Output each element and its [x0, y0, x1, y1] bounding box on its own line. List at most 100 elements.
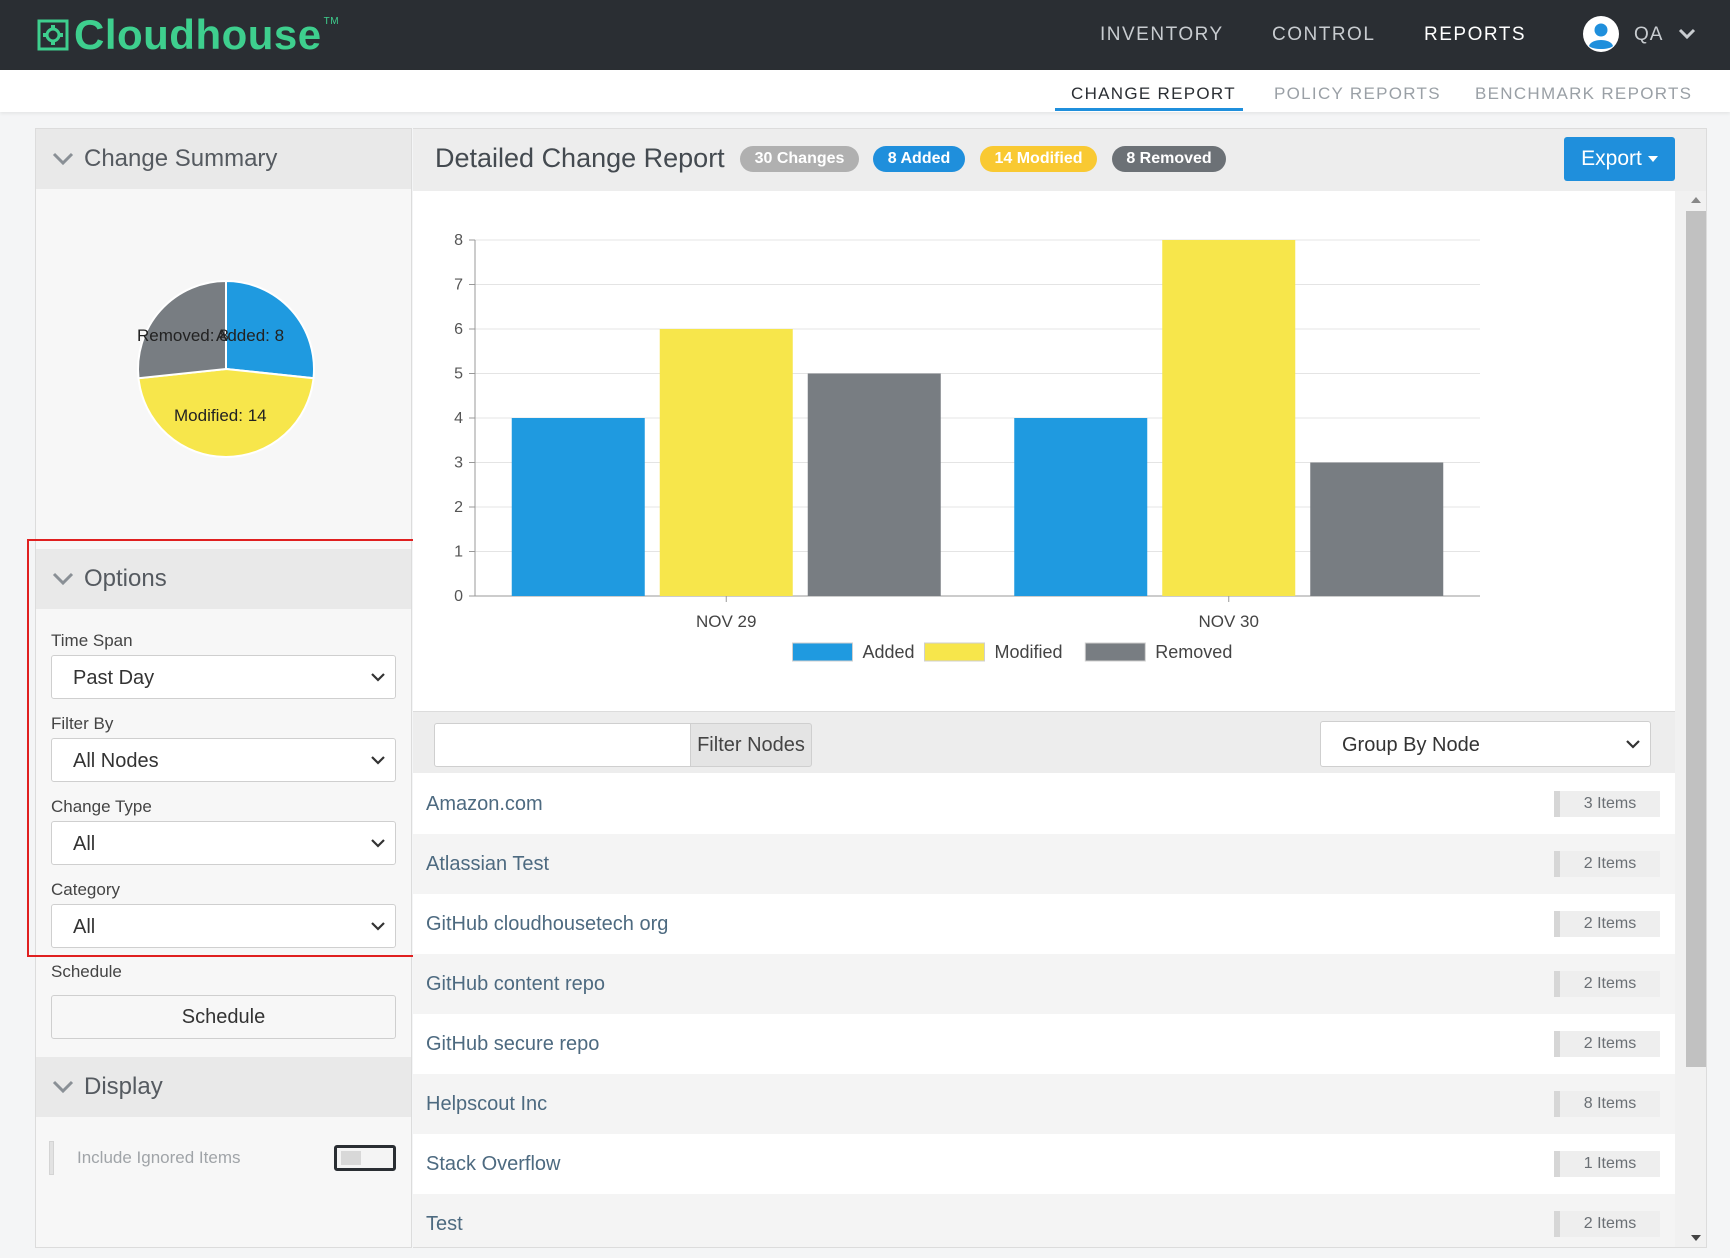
list-item[interactable]: Test 2 Items	[413, 1194, 1675, 1247]
item-count-badge: 2 Items	[1554, 851, 1660, 877]
gear-logo-icon	[37, 19, 69, 51]
pie-label-modified: Modified: 14	[174, 406, 267, 425]
node-name[interactable]: Stack Overflow	[426, 1153, 561, 1175]
summary-pie-chart: Added: 8 Modified: 14 Removed: 8	[126, 269, 326, 469]
chevron-down-icon[interactable]	[1678, 27, 1696, 41]
node-name[interactable]: GitHub cloudhousetech org	[426, 913, 669, 935]
bar-added-1[interactable]	[511, 418, 645, 596]
change-type-label: Change Type	[51, 797, 152, 816]
badge-removed: 8 Removed	[1112, 146, 1226, 172]
list-item[interactable]: Atlassian Test 2 Items	[413, 834, 1675, 894]
sub-navbar: CHANGE REPORT POLICY REPORTS BENCHMARK R…	[0, 70, 1730, 112]
list-item[interactable]: Helpscout Inc 8 Items	[413, 1074, 1675, 1134]
item-count-badge: 1 Items	[1554, 1151, 1660, 1177]
y-tick-label: 8	[454, 232, 463, 249]
left-panel: Change Summary Added: 8 Modified: 14 Rem…	[35, 128, 412, 1248]
vertical-scrollbar[interactable]	[1675, 191, 1706, 1247]
badge-modified: 14 Modified	[980, 146, 1097, 172]
badge-total-changes: 30 Changes	[740, 146, 859, 172]
scroll-up-icon[interactable]	[1691, 197, 1701, 203]
time-span-select[interactable]: Past Day	[51, 655, 396, 699]
chevron-down-icon	[371, 756, 385, 765]
nav-inventory[interactable]: INVENTORY	[1100, 24, 1224, 45]
report-title: Detailed Change Report	[435, 143, 725, 173]
user-avatar-icon[interactable]	[1582, 15, 1620, 53]
pie-label-removed: Removed: 8	[137, 326, 229, 345]
time-span-value: Past Day	[73, 667, 155, 689]
pie-slice-removed	[137, 279, 227, 380]
tab-change-report[interactable]: CHANGE REPORT	[1071, 84, 1236, 103]
node-name[interactable]: GitHub content repo	[426, 973, 605, 995]
trademark: TM	[323, 15, 340, 27]
tab-policy-reports[interactable]: POLICY REPORTS	[1274, 84, 1441, 103]
filter-nodes-button[interactable]: Filter Nodes	[690, 723, 812, 767]
filter-nodes-input[interactable]	[434, 723, 691, 767]
change-summary-title: Change Summary	[84, 145, 278, 172]
legend-swatch-removed[interactable]	[1084, 642, 1146, 662]
scrollbar-thumb[interactable]	[1686, 211, 1706, 1067]
change-type-select[interactable]: All	[51, 821, 396, 865]
legend-swatch-added[interactable]	[792, 642, 853, 662]
node-name[interactable]: Test	[426, 1213, 463, 1235]
pie-svg	[137, 279, 315, 458]
nav-control[interactable]: CONTROL	[1272, 24, 1376, 45]
report-panel: Detailed Change Report 30 Changes 8 Adde…	[413, 128, 1707, 1248]
bar-removed-2[interactable]	[1310, 462, 1444, 597]
schedule-label: Schedule	[51, 962, 122, 981]
category-select[interactable]: All	[51, 904, 396, 948]
legend-label-added[interactable]: Added	[863, 642, 915, 662]
scroll-down-icon[interactable]	[1691, 1235, 1701, 1241]
item-count-badge: 2 Items	[1554, 1211, 1660, 1237]
brand-logo[interactable]: Cloudhouse TM	[36, 11, 340, 58]
node-name[interactable]: Atlassian Test	[426, 853, 550, 875]
list-item[interactable]: GitHub secure repo 2 Items	[413, 1014, 1675, 1074]
chevron-down-icon	[52, 152, 74, 166]
display-header[interactable]: Display	[36, 1057, 411, 1117]
pie-label-added: Added: 8	[216, 326, 285, 345]
y-tick-label: 2	[454, 499, 463, 516]
options-header[interactable]: Options	[36, 549, 411, 609]
include-ignored-toggle[interactable]	[334, 1145, 396, 1171]
list-item[interactable]: GitHub content repo 2 Items	[413, 954, 1675, 1014]
brand-name: Cloudhouse	[74, 11, 322, 58]
y-tick-label: 5	[454, 366, 463, 383]
filter-bar: Filter Nodes Group By Node	[413, 711, 1675, 773]
filter-by-select[interactable]: All Nodes	[51, 738, 396, 782]
node-name[interactable]: GitHub secure repo	[426, 1033, 600, 1055]
display-title: Display	[84, 1073, 163, 1100]
filter-by-label: Filter By	[51, 714, 114, 733]
list-item[interactable]: GitHub cloudhousetech org 2 Items	[413, 894, 1675, 954]
change-summary-header[interactable]: Change Summary	[36, 129, 411, 189]
bar-modified-2[interactable]	[1162, 240, 1296, 596]
item-count-badge: 3 Items	[1554, 791, 1660, 817]
user-name[interactable]: QA	[1634, 24, 1664, 45]
export-button[interactable]: Export	[1564, 137, 1675, 181]
category-label: Category	[51, 880, 120, 899]
x-tick-label: NOV 29	[696, 612, 756, 631]
chevron-down-icon	[371, 673, 385, 682]
group-by-select[interactable]: Group By Node	[1320, 721, 1651, 767]
top-navbar: Cloudhouse TM INVENTORY CONTROL REPORTS …	[0, 0, 1730, 70]
bar-modified-1[interactable]	[659, 329, 793, 596]
toggle-knob	[341, 1151, 361, 1165]
tab-benchmark-reports[interactable]: BENCHMARK REPORTS	[1475, 84, 1693, 103]
y-tick-label: 1	[454, 544, 463, 561]
chevron-down-icon	[52, 572, 74, 586]
node-name[interactable]: Amazon.com	[426, 793, 543, 815]
list-item[interactable]: Stack Overflow 1 Items	[413, 1134, 1675, 1194]
legend-label-removed[interactable]: Removed	[1155, 642, 1232, 662]
bar-added-2[interactable]	[1014, 418, 1148, 596]
item-count-badge: 2 Items	[1554, 911, 1660, 937]
node-name[interactable]: Helpscout Inc	[426, 1093, 548, 1115]
list-item[interactable]: Amazon.com 3 Items	[413, 774, 1675, 834]
nav-reports[interactable]: REPORTS	[1424, 24, 1527, 45]
legend-swatch-modified[interactable]	[924, 642, 985, 662]
item-count-badge: 2 Items	[1554, 971, 1660, 997]
legend-label-modified[interactable]: Modified	[995, 642, 1063, 662]
chevron-down-icon	[52, 1080, 74, 1094]
bar-removed-1[interactable]	[807, 373, 941, 597]
change-bar-chart: 0 1 2 3 4 5 6 7 8 NOV 29 NOV 30 Added Modified Remove…	[413, 191, 1675, 711]
schedule-button[interactable]: Schedule	[51, 995, 396, 1039]
y-tick-label: 7	[454, 277, 463, 294]
node-list: Amazon.com 3 Items Atlassian Test 2 Item…	[413, 774, 1675, 1247]
